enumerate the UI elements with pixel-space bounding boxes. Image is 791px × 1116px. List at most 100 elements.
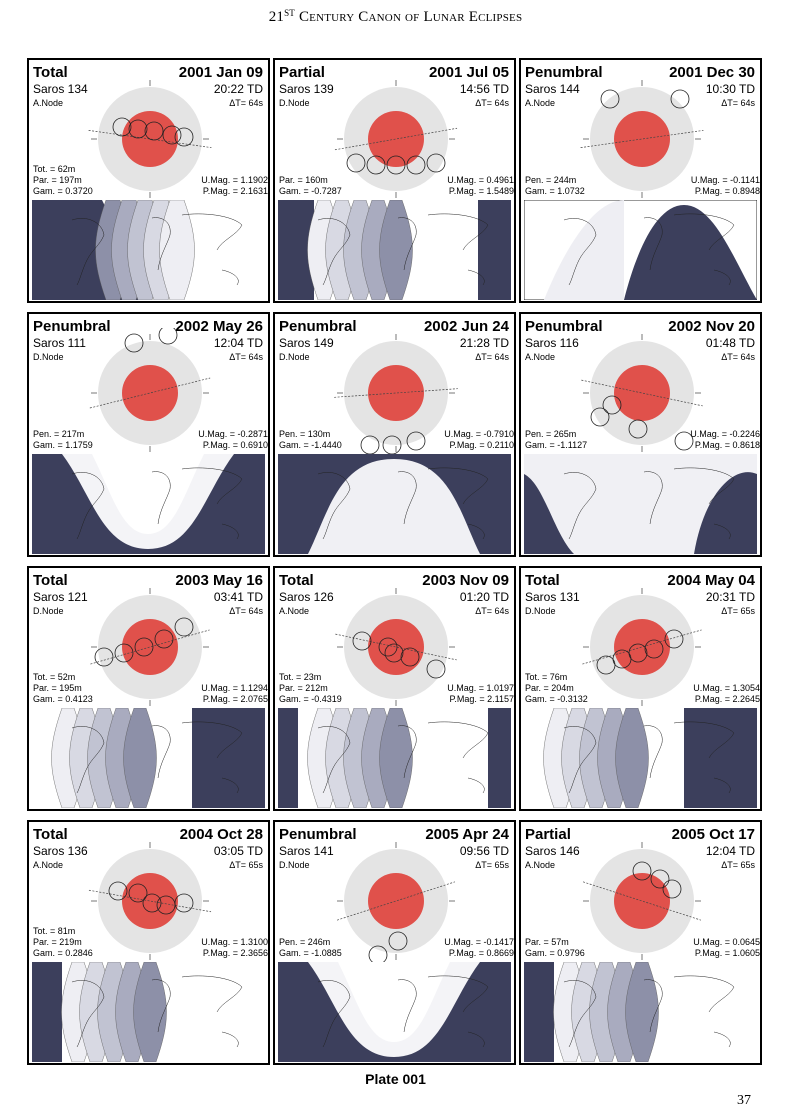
partial-duration: Par. = 160m bbox=[279, 175, 328, 185]
gamma-value: Gam. = 0.9796 bbox=[525, 948, 585, 958]
continent-outline bbox=[71, 721, 243, 794]
partial-duration: Par. = 204m bbox=[525, 683, 574, 693]
title-text: Century Canon of Lunar Eclipses bbox=[298, 9, 523, 25]
day-core bbox=[338, 962, 450, 1042]
eclipse-type: Partial bbox=[279, 64, 325, 81]
umbral-magnitude: U.Mag. = 1.3054 bbox=[693, 683, 760, 693]
moon-position-circle bbox=[366, 155, 386, 175]
node-label: A.Node bbox=[525, 352, 556, 362]
eclipse-date: 2005 Apr 24 bbox=[425, 826, 509, 843]
eclipse-type: Total bbox=[279, 572, 314, 589]
continent-outline bbox=[317, 975, 489, 1048]
title-superscript: ST bbox=[284, 8, 295, 18]
moon-position-circle bbox=[154, 629, 174, 649]
night-region bbox=[192, 708, 265, 808]
node-label: D.Node bbox=[279, 860, 310, 870]
umbral-magnitude: U.Mag. = 1.1902 bbox=[201, 175, 268, 185]
delta-t: ΔT= 64s bbox=[229, 352, 263, 362]
shadow-diagram bbox=[334, 80, 458, 198]
umbral-magnitude: U.Mag. = 0.0645 bbox=[693, 937, 760, 947]
continent-outline bbox=[317, 467, 489, 540]
delta-t: ΔT= 64s bbox=[721, 352, 755, 362]
moon-position-circle bbox=[128, 883, 148, 903]
eclipse-date: 2001 Jan 09 bbox=[178, 64, 263, 81]
penumbral-magnitude: P.Mag. = 0.8948 bbox=[694, 186, 760, 196]
moon-path-line bbox=[334, 388, 458, 398]
eclipse-date: 2004 May 04 bbox=[667, 572, 755, 589]
shadow-diagram bbox=[89, 328, 211, 452]
moon-position-circle bbox=[628, 419, 648, 439]
eclipse-time: 20:22 TD bbox=[213, 82, 263, 96]
eclipse-type: Penumbral bbox=[33, 318, 111, 335]
world-map bbox=[278, 454, 511, 554]
eclipse-time: 21:28 TD bbox=[459, 336, 509, 350]
moon-path-line bbox=[88, 889, 212, 913]
node-label: D.Node bbox=[279, 352, 310, 362]
eclipse-date: 2001 Jul 05 bbox=[428, 64, 509, 81]
gamma-value: Gam. = -1.0885 bbox=[279, 948, 342, 958]
eclipse-panel: Total 2001 Jan 09 Saros 134 20:22 TD A.Node Δ… bbox=[27, 58, 270, 303]
umbra-disc bbox=[614, 873, 670, 929]
shadow-diagram bbox=[582, 588, 702, 706]
shadow-band bbox=[133, 962, 167, 1062]
totality-duration: Tot. = 62m bbox=[33, 164, 76, 174]
moon-position-circle bbox=[406, 155, 426, 175]
moon-position-circle bbox=[406, 431, 426, 451]
umbra-disc bbox=[614, 619, 670, 675]
eclipse-date: 2002 Jun 24 bbox=[423, 318, 509, 335]
moon-path-line bbox=[88, 130, 212, 148]
eclipse-time: 01:20 TD bbox=[459, 590, 509, 604]
continent-outline bbox=[563, 721, 735, 794]
moon-path-line bbox=[89, 377, 211, 409]
umbra-disc bbox=[122, 873, 178, 929]
moon-position-circle bbox=[352, 631, 372, 651]
saros-number: Saros 139 bbox=[279, 82, 334, 96]
eclipse-date: 2003 Nov 09 bbox=[422, 572, 509, 589]
umbral-magnitude: U.Mag. = 0.4961 bbox=[447, 175, 514, 185]
saros-number: Saros 141 bbox=[279, 844, 334, 858]
node-label: A.Node bbox=[525, 98, 556, 108]
eclipse-time: 03:05 TD bbox=[213, 844, 263, 858]
shadow-diagram bbox=[88, 842, 212, 960]
moon-position-circle bbox=[664, 629, 684, 649]
moon-position-circle bbox=[124, 333, 144, 353]
gamma-value: Gam. = -0.3132 bbox=[525, 694, 588, 704]
moon-position-circle bbox=[602, 395, 622, 415]
night-region bbox=[478, 200, 511, 300]
moon-path-line bbox=[582, 881, 702, 921]
partial-duration: Pen. = 246m bbox=[279, 937, 331, 947]
partial-duration: Par. = 197m bbox=[33, 175, 82, 185]
eclipse-type: Total bbox=[33, 826, 68, 843]
moon-path-line bbox=[582, 629, 702, 665]
eclipse-panel: Total 2004 May 04 Saros 131 20:31 TD D.Node Δ… bbox=[519, 566, 762, 811]
shadow-band bbox=[159, 200, 195, 300]
night-region bbox=[524, 962, 554, 1062]
world-map bbox=[32, 454, 265, 554]
partial-duration: Pen. = 130m bbox=[279, 429, 331, 439]
moon-position-circle bbox=[112, 117, 132, 137]
continent-outline bbox=[71, 467, 243, 540]
continent-outline bbox=[563, 213, 735, 286]
shadow-band bbox=[625, 962, 659, 1062]
penumbral-magnitude: P.Mag. = 2.2645 bbox=[694, 694, 760, 704]
shadow-band bbox=[615, 708, 649, 808]
umbral-magnitude: U.Mag. = -0.1141 bbox=[690, 175, 760, 185]
night-region-left bbox=[524, 474, 574, 554]
umbral-magnitude: U.Mag. = -0.7910 bbox=[444, 429, 514, 439]
shadow-diagram bbox=[580, 80, 704, 198]
moon-position-circle bbox=[426, 659, 446, 679]
partial-duration: Par. = 212m bbox=[279, 683, 328, 693]
moon-position-circle bbox=[174, 127, 194, 147]
moon-position-circle bbox=[114, 643, 134, 663]
moon-position-circle bbox=[600, 89, 620, 109]
delta-t: ΔT= 64s bbox=[721, 98, 755, 108]
page-number: 37 bbox=[737, 1093, 751, 1108]
node-label: A.Node bbox=[33, 98, 64, 108]
gamma-value: Gam. = 0.3720 bbox=[33, 186, 93, 196]
partial-duration: Pen. = 217m bbox=[33, 429, 85, 439]
partial-duration: Pen. = 265m bbox=[525, 429, 577, 439]
saros-number: Saros 111 bbox=[33, 336, 86, 350]
moon-position-circle bbox=[628, 643, 648, 663]
saros-number: Saros 126 bbox=[279, 590, 334, 604]
